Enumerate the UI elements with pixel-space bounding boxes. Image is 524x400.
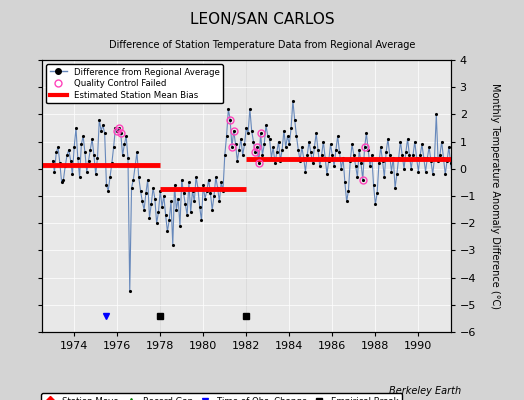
Y-axis label: Monthly Temperature Anomaly Difference (°C): Monthly Temperature Anomaly Difference (… <box>490 83 500 309</box>
Text: Berkeley Earth: Berkeley Earth <box>389 386 461 396</box>
Text: LEON/SAN CARLOS: LEON/SAN CARLOS <box>190 12 334 27</box>
Legend: Station Move, Record Gap, Time of Obs. Change, Empirical Break: Station Move, Record Gap, Time of Obs. C… <box>41 394 402 400</box>
Text: Difference of Station Temperature Data from Regional Average: Difference of Station Temperature Data f… <box>109 40 415 50</box>
